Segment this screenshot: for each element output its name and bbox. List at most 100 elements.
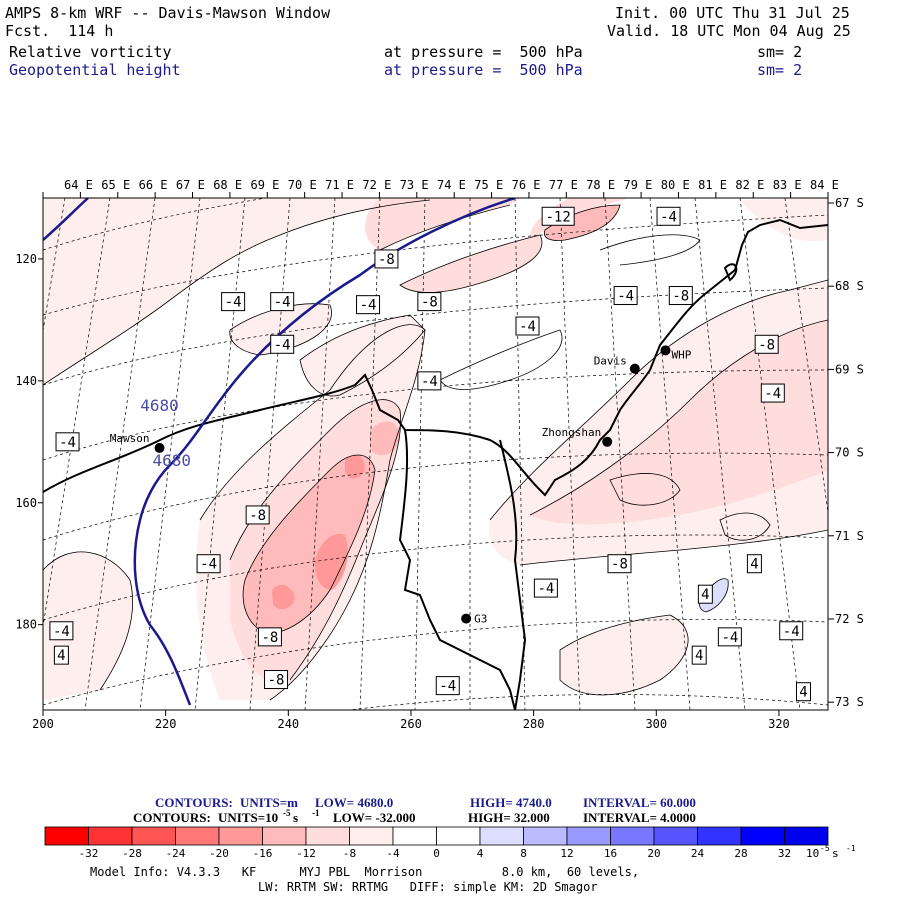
vort-fill-region <box>560 615 689 695</box>
colorbar-tick-label: 16 <box>604 847 617 860</box>
station-mawson: Mawson <box>110 432 165 453</box>
colorbar-swatch <box>44 826 89 846</box>
vorticity-label: -8 <box>264 670 289 690</box>
vorticity-fill <box>43 198 828 700</box>
station-zhongshan: Zhongshan <box>542 426 613 447</box>
lat-label: 70 S <box>835 446 864 460</box>
vort-fill-region <box>272 584 295 610</box>
vorticity-label: -8 <box>417 292 442 312</box>
colorbar-tick-label: 32 <box>778 847 791 860</box>
height-label: 4680 <box>153 451 192 470</box>
vorticity-label: -4 <box>270 292 295 312</box>
stations: Mawson Davis WHP Zhongshan G3 <box>110 345 692 626</box>
station-g3: G3 <box>461 613 487 626</box>
lat-label: 71 S <box>835 529 864 543</box>
colorbar-swatch <box>479 826 524 846</box>
station-davis: Davis <box>594 355 640 374</box>
svg-text:4: 4 <box>701 587 709 603</box>
colorbar-swatch <box>218 826 263 846</box>
colorbar-swatch <box>305 826 350 846</box>
vorticity-label: 4 <box>795 682 811 702</box>
longitude-labels: 64 E 65 E 66 E 67 E 68 E 69 E 70 E 71 E 72 E 73 E… <box>64 178 839 192</box>
svg-text:-4: -4 <box>783 624 800 640</box>
svg-text:-4: -4 <box>360 298 377 314</box>
svg-text:-4: -4 <box>53 624 70 640</box>
vorticity-label: -4 <box>533 578 558 598</box>
colorbar-swatch <box>610 826 655 846</box>
x-tick-label: 200 <box>32 717 54 731</box>
station-whp: WHP <box>660 345 692 361</box>
svg-text:-8: -8 <box>758 337 775 353</box>
legend-vort-text: -5 <box>283 808 291 818</box>
lon-label: 74 E <box>437 178 466 192</box>
colorbar-tick-label: -16 <box>253 847 273 860</box>
field1-pressure: at pressure = 500 hPa <box>384 43 583 61</box>
colorbar-tick-label: 8 <box>520 847 527 860</box>
svg-text:-4: -4 <box>225 295 242 311</box>
vorticity-label: 4 <box>697 584 713 604</box>
colorbar-labels: -32 -28 -24 -20 -16 -12 -8 -4 0 4 8 12 16 20 24 28 32 10-… <box>79 844 856 860</box>
colorbar-swatch <box>262 826 307 846</box>
vort-fill-region <box>370 421 400 456</box>
vorticity-label: -4 <box>515 316 540 336</box>
colorbar-swatch <box>175 826 220 846</box>
legend-height-text: LOW= 4680.0 <box>315 795 393 810</box>
legend-height-text: INTERVAL= 60.000 <box>583 795 696 810</box>
forecast-hour: Fcst. 114 h <box>5 22 114 40</box>
colorbar-tick-label: 0 <box>433 847 440 860</box>
colorbar-tick-label: 24 <box>691 847 705 860</box>
legend-height-text: HIGH= 4740.0 <box>470 795 552 810</box>
svg-text:Mawson: Mawson <box>110 432 150 445</box>
vorticity-label: -8 <box>754 334 779 354</box>
vorticity-label: -4 <box>196 554 221 574</box>
colorbar-tick-label: -12 <box>296 847 316 860</box>
init-time: Init. 00 UTC Thu 31 Jul 25 <box>615 4 850 22</box>
svg-text:-4: -4 <box>59 435 76 451</box>
svg-text:-4: -4 <box>764 386 781 402</box>
lat-label: 68 S <box>835 279 864 293</box>
vorticity-label: -8 <box>245 505 270 525</box>
colorbar-swatch <box>349 826 394 846</box>
latitude-labels: 67 S 68 S 69 S 70 S 71 S 72 S 73 S <box>835 196 864 709</box>
lon-label: 79 E <box>624 178 653 192</box>
svg-text:-8: -8 <box>268 673 285 689</box>
legend-vort-text: UNITS=10 <box>218 810 278 825</box>
svg-text:-4: -4 <box>721 630 738 646</box>
field2-pressure: at pressure = 500 hPa <box>384 61 583 79</box>
vorticity-label: -4 <box>435 676 460 696</box>
vorticity-label: -4 <box>760 383 785 403</box>
colorbar-units: -5 <box>820 844 830 853</box>
vorticity-label: -8 <box>607 554 632 574</box>
y-axis-labels: 120 140 160 180 <box>15 252 37 632</box>
legend-text: CONTOURS: UNITS=m LOW= 4680.0 HIGH= 4740.0 I… <box>133 795 696 825</box>
colorbar-tick-label: 28 <box>734 847 747 860</box>
vorticity-label: -8 <box>257 627 282 647</box>
svg-text:-12: -12 <box>546 209 571 225</box>
vort-fill-region <box>314 533 348 590</box>
legend-vort-text: CONTOURS: <box>133 810 211 825</box>
vorticity-label: -4 <box>221 292 246 312</box>
colorbar-tick-label: -4 <box>386 847 400 860</box>
lon-label: 80 E <box>661 178 690 192</box>
svg-text:-8: -8 <box>672 289 689 305</box>
x-tick-label: 220 <box>155 717 177 731</box>
graticule <box>43 198 828 710</box>
colorbar-swatch <box>697 826 742 846</box>
legend-vort-text: INTERVAL= 4.0000 <box>583 810 696 825</box>
colorbar-swatch <box>131 826 176 846</box>
colorbar-swatch <box>566 826 611 846</box>
x-tick-label: 240 <box>277 717 299 731</box>
vorticity-label: -4 <box>656 206 681 226</box>
field2-smooth: sm= 2 <box>757 61 803 79</box>
lon-label: 66 E <box>139 178 168 192</box>
lon-label: 81 E <box>698 178 727 192</box>
svg-text:4: 4 <box>799 685 807 701</box>
x-tick-label: 320 <box>768 717 790 731</box>
svg-text:-4: -4 <box>537 581 554 597</box>
lon-label: 64 E <box>64 178 93 192</box>
field2-name: Geopotential height <box>9 61 181 79</box>
lon-label: 76 E <box>512 178 541 192</box>
vorticity-label: -4 <box>356 295 381 315</box>
svg-text:-4: -4 <box>519 319 536 335</box>
